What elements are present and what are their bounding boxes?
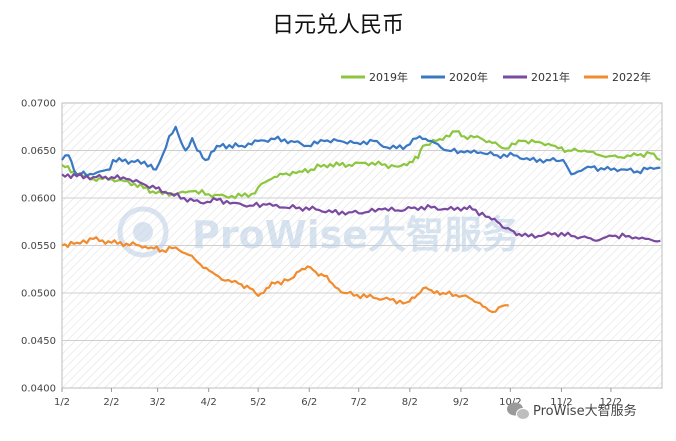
wechat-icon (507, 402, 530, 420)
series-line-2022年 (61, 236, 509, 314)
x-tick-label: 5/2 (250, 397, 266, 408)
y-tick-label: 0.0650 (21, 146, 56, 157)
x-tick-label: 7/2 (351, 397, 367, 408)
y-axis: 0.0400 0.0450 0.0500 0.0550 0.0600 0.0650 0.07… (21, 99, 56, 395)
series-line-2020年 (61, 125, 661, 177)
series-lines (61, 125, 661, 314)
y-tick-label: 0.0400 (21, 384, 56, 395)
x-axis: 1/2 2/2 3/2 4/2 5/2 6/2 7/2 8/2 9/2 10/2 11/2 12/2 (54, 388, 622, 408)
legend: 2019年 2020年 2021年 2022年 (341, 70, 651, 84)
legend-label: 2022年 (612, 70, 651, 84)
footer-brand-text: ProWise大智服务 (533, 403, 637, 419)
y-tick-label: 0.0600 (21, 194, 56, 205)
y-tick-label: 0.0500 (21, 289, 56, 300)
series-line-2021年 (61, 172, 661, 243)
x-tick-label: 12/2 (600, 397, 622, 408)
legend-label: 2021年 (531, 70, 570, 84)
y-tick-label: 0.0700 (21, 99, 56, 110)
x-tick-label: 8/2 (402, 397, 418, 408)
watermark-text: ProWise大智服务 (192, 213, 520, 257)
legend-label: 2020年 (449, 70, 488, 84)
y-tick-label: 0.0450 (21, 336, 56, 347)
series-line-2019年 (61, 130, 661, 200)
x-tick-label: 4/2 (201, 397, 217, 408)
footer-brand: ProWise大智服务 (507, 402, 637, 420)
watermark: ProWise大智服务 (117, 206, 520, 258)
x-tick-label: 6/2 (301, 397, 317, 408)
y-tick-label: 0.0550 (21, 241, 56, 252)
x-tick-label: 1/2 (54, 397, 70, 408)
x-tick-label: 10/2 (499, 397, 521, 408)
x-tick-label: 3/2 (150, 397, 166, 408)
x-tick-label: 9/2 (453, 397, 469, 408)
x-tick-label: 2/2 (103, 397, 119, 408)
chart-title: 日元兑人民币 (272, 13, 404, 38)
legend-label: 2019年 (369, 70, 408, 84)
x-tick-label: 11/2 (550, 397, 572, 408)
